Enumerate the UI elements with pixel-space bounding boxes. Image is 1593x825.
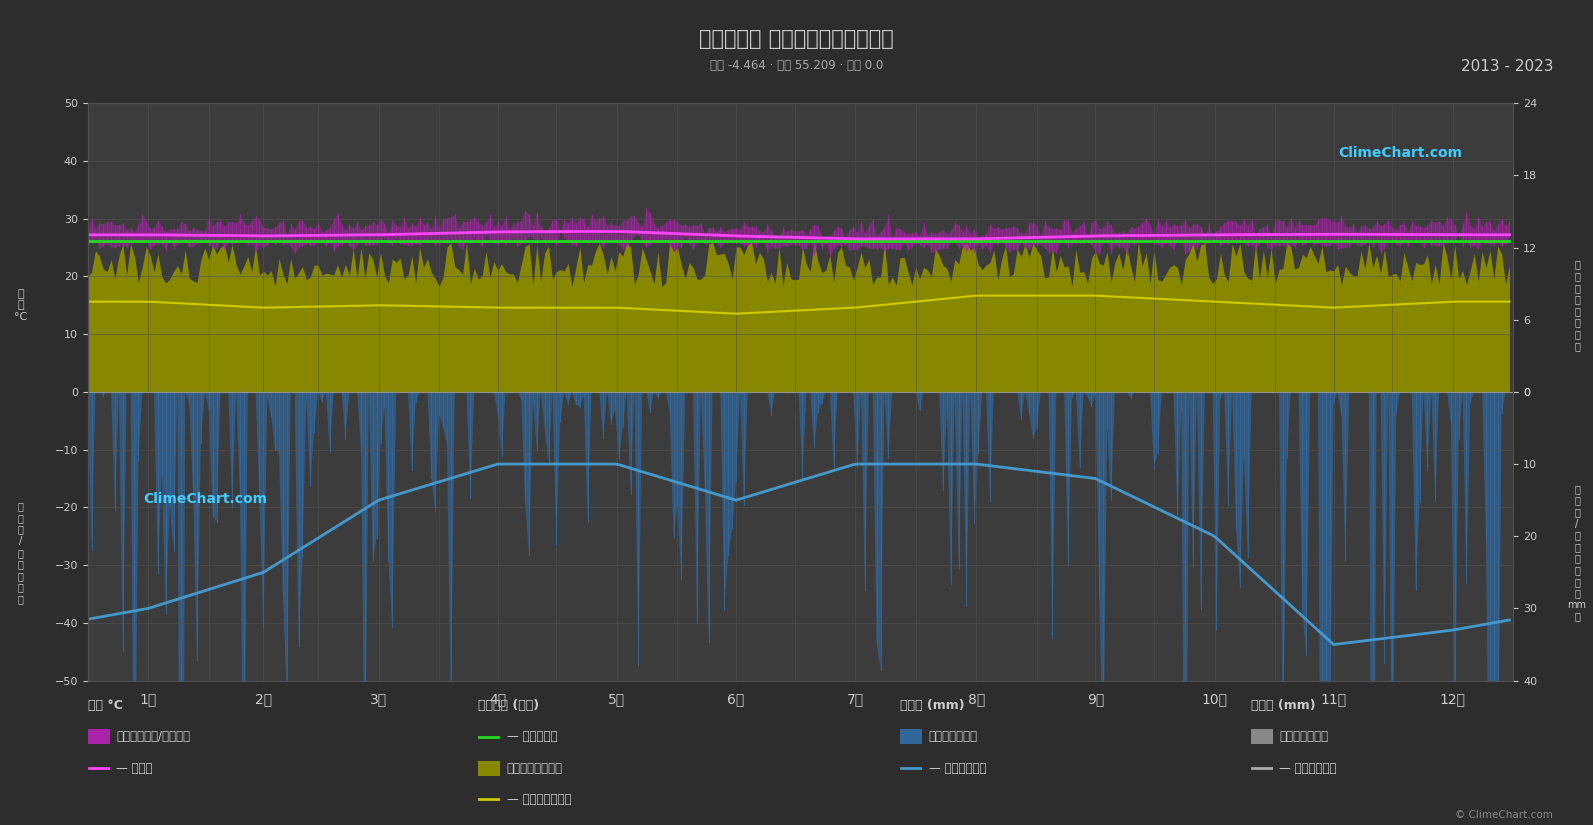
Text: 降雪量 (mm): 降雪量 (mm) <box>1251 699 1316 712</box>
Text: 日ごとの日照時間: 日ごとの日照時間 <box>507 761 562 775</box>
Text: ClimeChart.com: ClimeChart.com <box>143 493 268 506</box>
Text: 気
温
°C: 気 温 °C <box>14 289 27 322</box>
Text: 緯度 -4.464 · 経度 55.209 · 標高 0.0: 緯度 -4.464 · 経度 55.209 · 標高 0.0 <box>710 59 883 73</box>
Text: 日
照
時
間
（
時
間
）: 日 照 時 間 （ 時 間 ） <box>1574 260 1580 351</box>
Text: 降雨量 (mm): 降雨量 (mm) <box>900 699 965 712</box>
Text: 日ごとの降雨量: 日ごとの降雨量 <box>929 730 978 743</box>
Text: — 日中の時間: — 日中の時間 <box>507 730 558 743</box>
Text: の気候変動 シルエットアイランド: の気候変動 シルエットアイランド <box>699 29 894 49</box>
Text: 降
水
量
/
最
高
降
水
量: 降 水 量 / 最 高 降 水 量 <box>18 502 24 604</box>
Text: 気温 °C: 気温 °C <box>88 699 123 712</box>
Text: 2013 - 2023: 2013 - 2023 <box>1461 59 1553 74</box>
Text: © ClimeChart.com: © ClimeChart.com <box>1456 810 1553 820</box>
Text: 降
雨
量
/
最
高
降
雨
量
（
mm
）: 降 雨 量 / 最 高 降 雨 量 （ mm ） <box>1568 484 1587 621</box>
Text: ClimeChart.com: ClimeChart.com <box>1338 146 1462 159</box>
Text: — 月平均降雪量: — 月平均降雪量 <box>1279 761 1337 775</box>
Text: 日ごとの最小/最大範囲: 日ごとの最小/最大範囲 <box>116 730 190 743</box>
Text: 日ごとの降雪量: 日ごとの降雪量 <box>1279 730 1329 743</box>
Text: — 月平均日照時間: — 月平均日照時間 <box>507 793 570 806</box>
Text: — 月平均降雨量: — 月平均降雨量 <box>929 761 986 775</box>
Text: 日照時間 (時間): 日照時間 (時間) <box>478 699 538 712</box>
Text: — 月平均: — 月平均 <box>116 761 153 775</box>
